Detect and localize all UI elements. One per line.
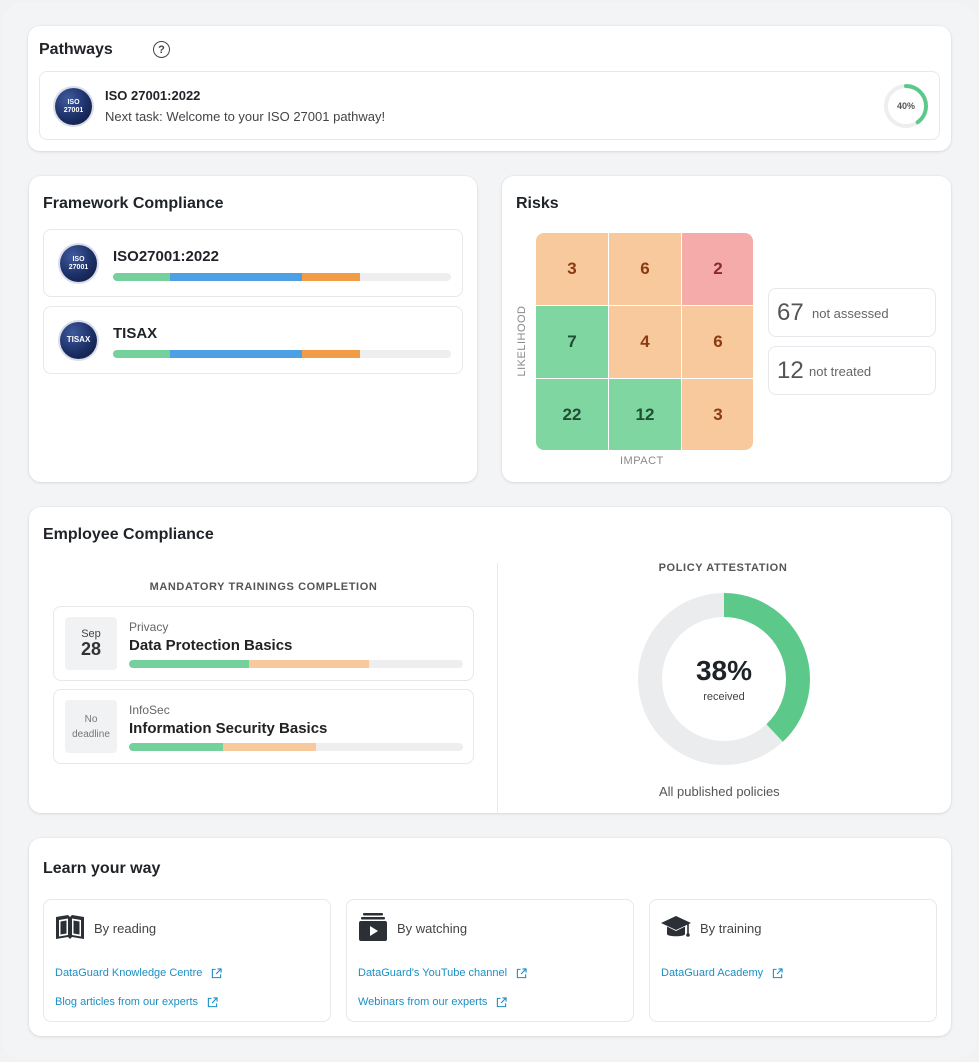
video-icon: [359, 913, 387, 941]
not-treated-count: 12: [777, 357, 804, 384]
framework-progress-bar: [113, 350, 451, 358]
training-progress-bar: [129, 660, 463, 668]
training-day: 28: [80, 638, 102, 659]
risk-cell[interactable]: 7: [536, 306, 608, 378]
book-icon: [56, 915, 84, 939]
external-link-icon: [207, 996, 218, 1007]
learn-watching-column: By watching DataGuard's YouTube channel …: [346, 899, 634, 1022]
external-link-icon: [516, 967, 527, 978]
risk-cell[interactable]: 6: [609, 233, 681, 305]
policy-footnote: All published policies: [659, 784, 780, 799]
pathways-card: Pathways ? ISO 27001 ISO 27001:2022 Next…: [28, 26, 951, 151]
graduation-cap-icon: [661, 916, 691, 937]
training-month: Sep: [81, 627, 101, 640]
policy-received-label: received: [703, 691, 745, 703]
progress-segment: [113, 273, 171, 281]
risk-cell[interactable]: 22: [536, 379, 608, 450]
training-category: Privacy: [129, 620, 169, 634]
section-divider: [497, 563, 498, 815]
progress-segment: [129, 660, 250, 668]
framework-compliance-card: Framework Compliance ISO 27001 ISO27001:20…: [29, 176, 477, 482]
policy-attestation-donut: [638, 593, 810, 765]
learn-card: Learn your way By reading DataGuard Know…: [29, 838, 951, 1036]
learn-watching-heading: By watching: [397, 921, 468, 936]
progress-segment: [129, 743, 223, 751]
webinars-link[interactable]: Webinars from our experts: [358, 996, 508, 1008]
external-link-icon: [772, 967, 783, 978]
training-no-deadline: No deadline: [72, 713, 110, 740]
progress-segment: [170, 273, 303, 281]
iso-badge-icon: ISO 27001: [55, 88, 92, 125]
framework-item[interactable]: TISAX TISAX: [43, 306, 463, 374]
help-icon[interactable]: ?: [153, 41, 170, 58]
framework-title: Framework Compliance: [43, 195, 224, 212]
external-link-icon: [212, 967, 223, 978]
training-item[interactable]: Sep 28 Privacy Data Protection Basics: [53, 606, 474, 681]
learn-title: Learn your way: [43, 860, 161, 877]
training-progress-bar: [129, 743, 463, 751]
risk-cell[interactable]: 6: [682, 306, 753, 378]
not-assessed-count: 67: [777, 299, 804, 326]
progress-segment: [302, 273, 360, 281]
learn-training-heading: By training: [700, 921, 762, 936]
pathway-progress-ring: [884, 84, 928, 128]
policy-section-label: POLICY ATTESTATION: [658, 562, 788, 574]
pathway-progress-label: 40%: [896, 101, 915, 111]
progress-segment: [302, 350, 360, 358]
policy-percentage: 38%: [695, 655, 753, 686]
training-date: No deadline: [65, 700, 117, 753]
not-assessed-stat[interactable]: 67 not assessed: [768, 288, 936, 337]
risk-cell[interactable]: 3: [682, 379, 753, 450]
pathway-item-iso27001[interactable]: ISO 27001 ISO 27001:2022 Next task: Welc…: [39, 71, 940, 140]
academy-link[interactable]: DataGuard Academy: [661, 967, 783, 979]
progress-segment: [113, 350, 171, 358]
tisax-badge-icon: TISAX: [60, 322, 97, 359]
framework-name: TISAX: [113, 325, 158, 342]
iso-badge-icon: ISO 27001: [60, 245, 97, 282]
employee-title: Employee Compliance: [43, 526, 214, 543]
knowledge-centre-link[interactable]: DataGuard Knowledge Centre: [55, 967, 223, 979]
risk-cell[interactable]: 2: [682, 233, 753, 305]
blog-articles-link[interactable]: Blog articles from our experts: [55, 996, 218, 1008]
pathway-next-task: Next task: Welcome to your ISO 27001 pat…: [105, 109, 386, 124]
training-date: Sep 28: [65, 617, 117, 670]
risks-card: Risks LIKELIHOOD 3 6 2 7 4 6 22 12 3 IMPACT 67 n…: [502, 176, 951, 482]
framework-item[interactable]: ISO 27001 ISO27001:2022: [43, 229, 463, 297]
framework-name: ISO27001:2022: [113, 248, 219, 265]
risks-title: Risks: [516, 195, 559, 212]
training-name: Data Protection Basics: [129, 637, 293, 654]
impact-axis-label: IMPACT: [620, 455, 664, 467]
youtube-channel-link[interactable]: DataGuard's YouTube channel: [358, 967, 527, 979]
pathway-name: ISO 27001:2022: [105, 88, 201, 103]
policy-center: 38% received: [664, 655, 784, 703]
risk-cell[interactable]: 12: [609, 379, 681, 450]
risk-matrix: 3 6 2 7 4 6 22 12 3: [536, 233, 753, 450]
learn-reading-column: By reading DataGuard Knowledge Centre Bl…: [43, 899, 331, 1022]
trainings-section-label: MANDATORY TRAININGS COMPLETION: [149, 581, 378, 593]
pathways-title: Pathways: [39, 41, 113, 58]
framework-progress-bar: [113, 273, 451, 281]
progress-segment: [222, 743, 317, 751]
training-item[interactable]: No deadline InfoSec Information Security…: [53, 689, 474, 764]
not-treated-stat[interactable]: 12 not treated: [768, 346, 936, 395]
not-assessed-label: not assessed: [812, 306, 889, 321]
risk-cell[interactable]: 4: [609, 306, 681, 378]
likelihood-axis-label: LIKELIHOOD: [516, 305, 528, 377]
training-name: Information Security Basics: [129, 720, 328, 737]
not-treated-label: not treated: [809, 364, 872, 379]
employee-compliance-card: Employee Compliance MANDATORY TRAININGS …: [29, 507, 951, 815]
learn-training-column: By training DataGuard Academy: [649, 899, 937, 1022]
learn-reading-heading: By reading: [94, 921, 157, 936]
progress-segment: [249, 660, 370, 668]
risk-cell[interactable]: 3: [536, 233, 608, 305]
progress-segment: [170, 350, 303, 358]
training-category: InfoSec: [129, 703, 170, 717]
external-link-icon: [497, 996, 508, 1007]
